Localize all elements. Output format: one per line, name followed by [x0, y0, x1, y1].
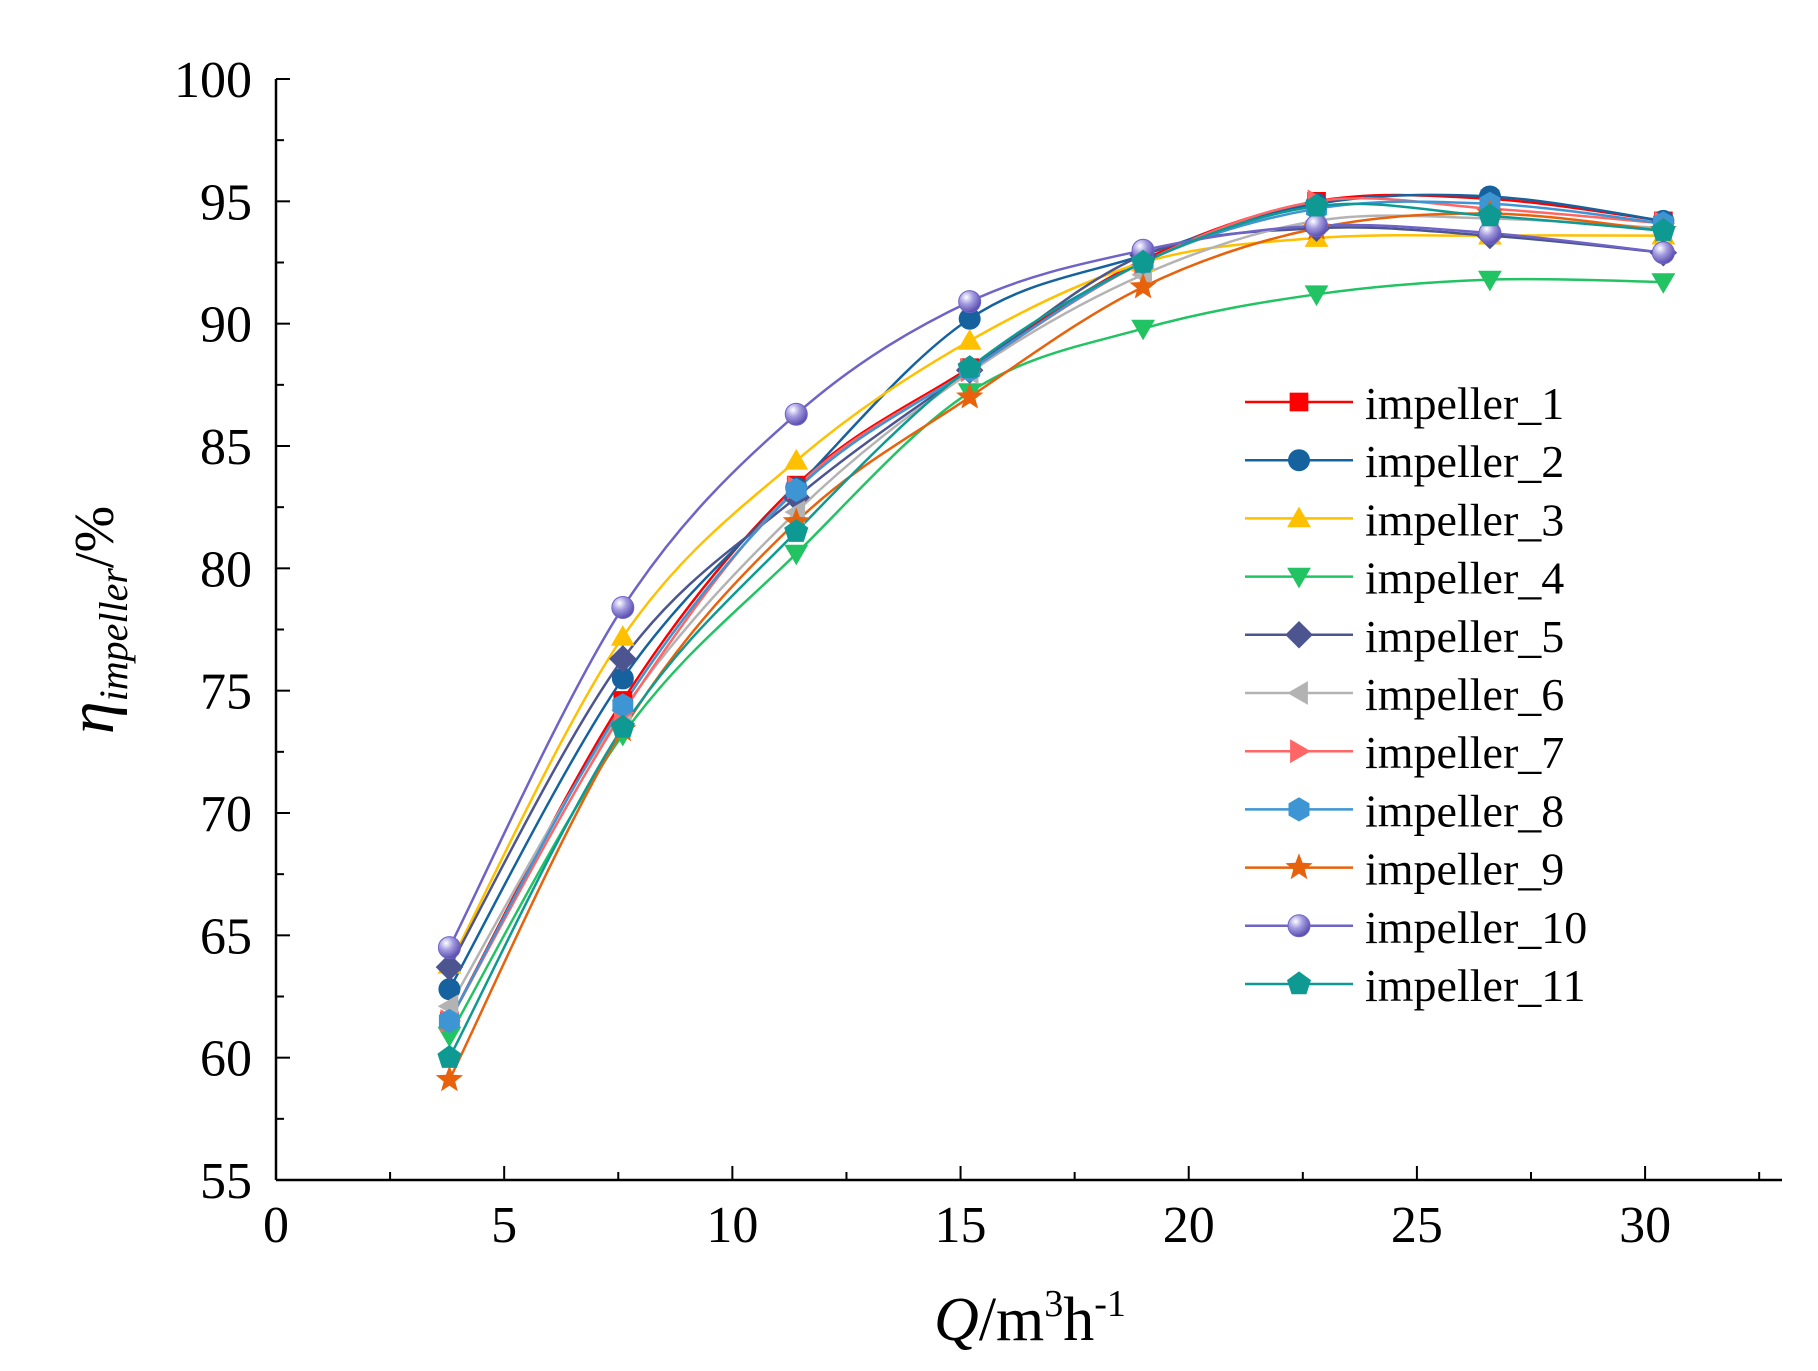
- x-tick-label: 20: [1163, 1197, 1215, 1254]
- data-point-impeller_9: [1129, 272, 1157, 299]
- data-point-impeller_8: [785, 477, 807, 503]
- x-tick-label: 5: [491, 1197, 517, 1254]
- legend-label: impeller_4: [1365, 553, 1564, 604]
- y-tick-label: 95: [200, 174, 252, 231]
- data-point-impeller_11: [1131, 249, 1156, 273]
- legend-marker: [1290, 739, 1311, 764]
- legend-item: impeller_2: [1245, 436, 1564, 487]
- data-point-impeller_10: [611, 595, 635, 619]
- data-point-impeller_3: [957, 329, 982, 350]
- data-point-impeller_10: [1651, 241, 1675, 265]
- data-point-impeller_4: [1651, 273, 1676, 294]
- legend-label: impeller_9: [1365, 844, 1564, 895]
- y-tick-label: 70: [200, 786, 252, 843]
- legend-item: impeller_7: [1245, 727, 1564, 778]
- x-axis-sup1: 3: [1044, 1283, 1063, 1325]
- x-tick-label: 0: [263, 1197, 289, 1254]
- legend-marker: [1287, 681, 1308, 705]
- data-point-impeller_11: [1304, 193, 1329, 217]
- axes: 0 5 10 15 20 25 30 55 60 65 70 75 80 85 90 95 100: [174, 52, 1782, 1254]
- y-axis-unit: /%: [64, 506, 126, 568]
- y-tick-label: 80: [200, 541, 252, 598]
- y-tick-label: 60: [200, 1031, 252, 1088]
- y-tick-label: 90: [200, 297, 252, 354]
- data-point-impeller_4: [1304, 285, 1329, 307]
- legend: impeller_1 impeller_2 impeller_3 impeller_4…: [1245, 378, 1587, 1011]
- x-tick-label: 10: [706, 1197, 758, 1254]
- x-axis-mid: h: [1063, 1286, 1094, 1354]
- data-point-impeller_11: [1477, 203, 1502, 227]
- legend-label: impeller_8: [1365, 785, 1564, 836]
- y-axis-title: ηimpeller/%: [55, 506, 136, 734]
- data-point-impeller_11: [957, 355, 982, 378]
- x-axis-var: Q: [934, 1286, 979, 1354]
- x-tick-label: 25: [1391, 1197, 1443, 1254]
- data-point-impeller_4: [437, 1026, 462, 1048]
- legend-label: impeller_6: [1365, 669, 1564, 720]
- legend-marker: [1285, 621, 1313, 649]
- data-point-impeller_5: [435, 953, 464, 981]
- legend-label: impeller_10: [1365, 902, 1587, 953]
- data-point-impeller_11: [437, 1045, 462, 1068]
- legend-label: impeller_11: [1365, 960, 1586, 1011]
- data-point-impeller_4: [1478, 270, 1502, 292]
- data-point-impeller_11: [784, 519, 809, 542]
- data-point-impeller_8: [612, 693, 634, 718]
- data-point-impeller_11: [1651, 218, 1676, 241]
- y-axis-var: η: [55, 701, 128, 734]
- data-point-impeller_2: [438, 978, 461, 1001]
- legend-label: impeller_1: [1365, 378, 1564, 429]
- legend-label: impeller_2: [1365, 436, 1564, 487]
- legend-label: impeller_3: [1365, 494, 1564, 545]
- data-point-impeller_3: [610, 625, 635, 646]
- data-point-impeller_2: [611, 667, 634, 690]
- y-tick-label: 65: [200, 908, 252, 965]
- series-markers: [435, 185, 1678, 1092]
- legend-marker: [1287, 914, 1311, 938]
- y-tick-label: 55: [200, 1153, 252, 1210]
- legend-marker: [1287, 971, 1311, 995]
- data-point-impeller_10: [958, 290, 982, 314]
- y-tick-label: 75: [200, 664, 252, 721]
- legend-marker: [1287, 506, 1311, 528]
- y-tick-label: 85: [200, 419, 252, 476]
- data-point-impeller_8: [438, 1008, 460, 1034]
- legend-item: impeller_4: [1245, 553, 1564, 604]
- legend-label: impeller_7: [1365, 727, 1564, 778]
- data-point-impeller_11: [610, 714, 635, 738]
- legend-marker: [1288, 797, 1310, 822]
- series-line-impeller_3: [448, 234, 1664, 966]
- legend-item: impeller_9: [1245, 844, 1564, 895]
- data-point-impeller_9: [435, 1065, 463, 1092]
- data-point-impeller_5: [609, 645, 637, 673]
- legend-item: impeller_10: [1245, 902, 1587, 953]
- x-tick-label: 15: [935, 1197, 987, 1254]
- data-point-impeller_2: [958, 307, 981, 330]
- legend-item: impeller_3: [1245, 494, 1564, 545]
- legend-label: impeller_5: [1365, 611, 1564, 662]
- data-point-impeller_10: [1305, 214, 1329, 238]
- y-axis-sub: impeller: [91, 568, 136, 702]
- data-point-impeller_4: [1131, 319, 1155, 341]
- legend-item: impeller_11: [1245, 960, 1586, 1011]
- data-point-impeller_3: [784, 448, 809, 470]
- x-tick-label: 30: [1619, 1197, 1671, 1254]
- data-point-impeller_10: [437, 936, 461, 960]
- legend-item: impeller_8: [1245, 785, 1564, 836]
- legend-marker: [1285, 853, 1313, 880]
- x-axis-unit: /m: [979, 1286, 1044, 1354]
- x-axis-sup2: -1: [1094, 1283, 1126, 1325]
- legend-item: impeller_6: [1245, 669, 1564, 720]
- data-point-impeller_4: [784, 544, 809, 566]
- legend-marker: [1288, 449, 1310, 472]
- x-axis-title: Q/m3h-1: [934, 1283, 1126, 1354]
- y-tick-label: 100: [174, 52, 252, 109]
- legend-item: impeller_1: [1245, 378, 1564, 429]
- data-point-impeller_9: [956, 382, 984, 409]
- legend-marker: [1289, 392, 1309, 412]
- legend-item: impeller_5: [1245, 611, 1564, 662]
- data-point-impeller_10: [784, 402, 808, 426]
- legend-marker: [1287, 567, 1311, 589]
